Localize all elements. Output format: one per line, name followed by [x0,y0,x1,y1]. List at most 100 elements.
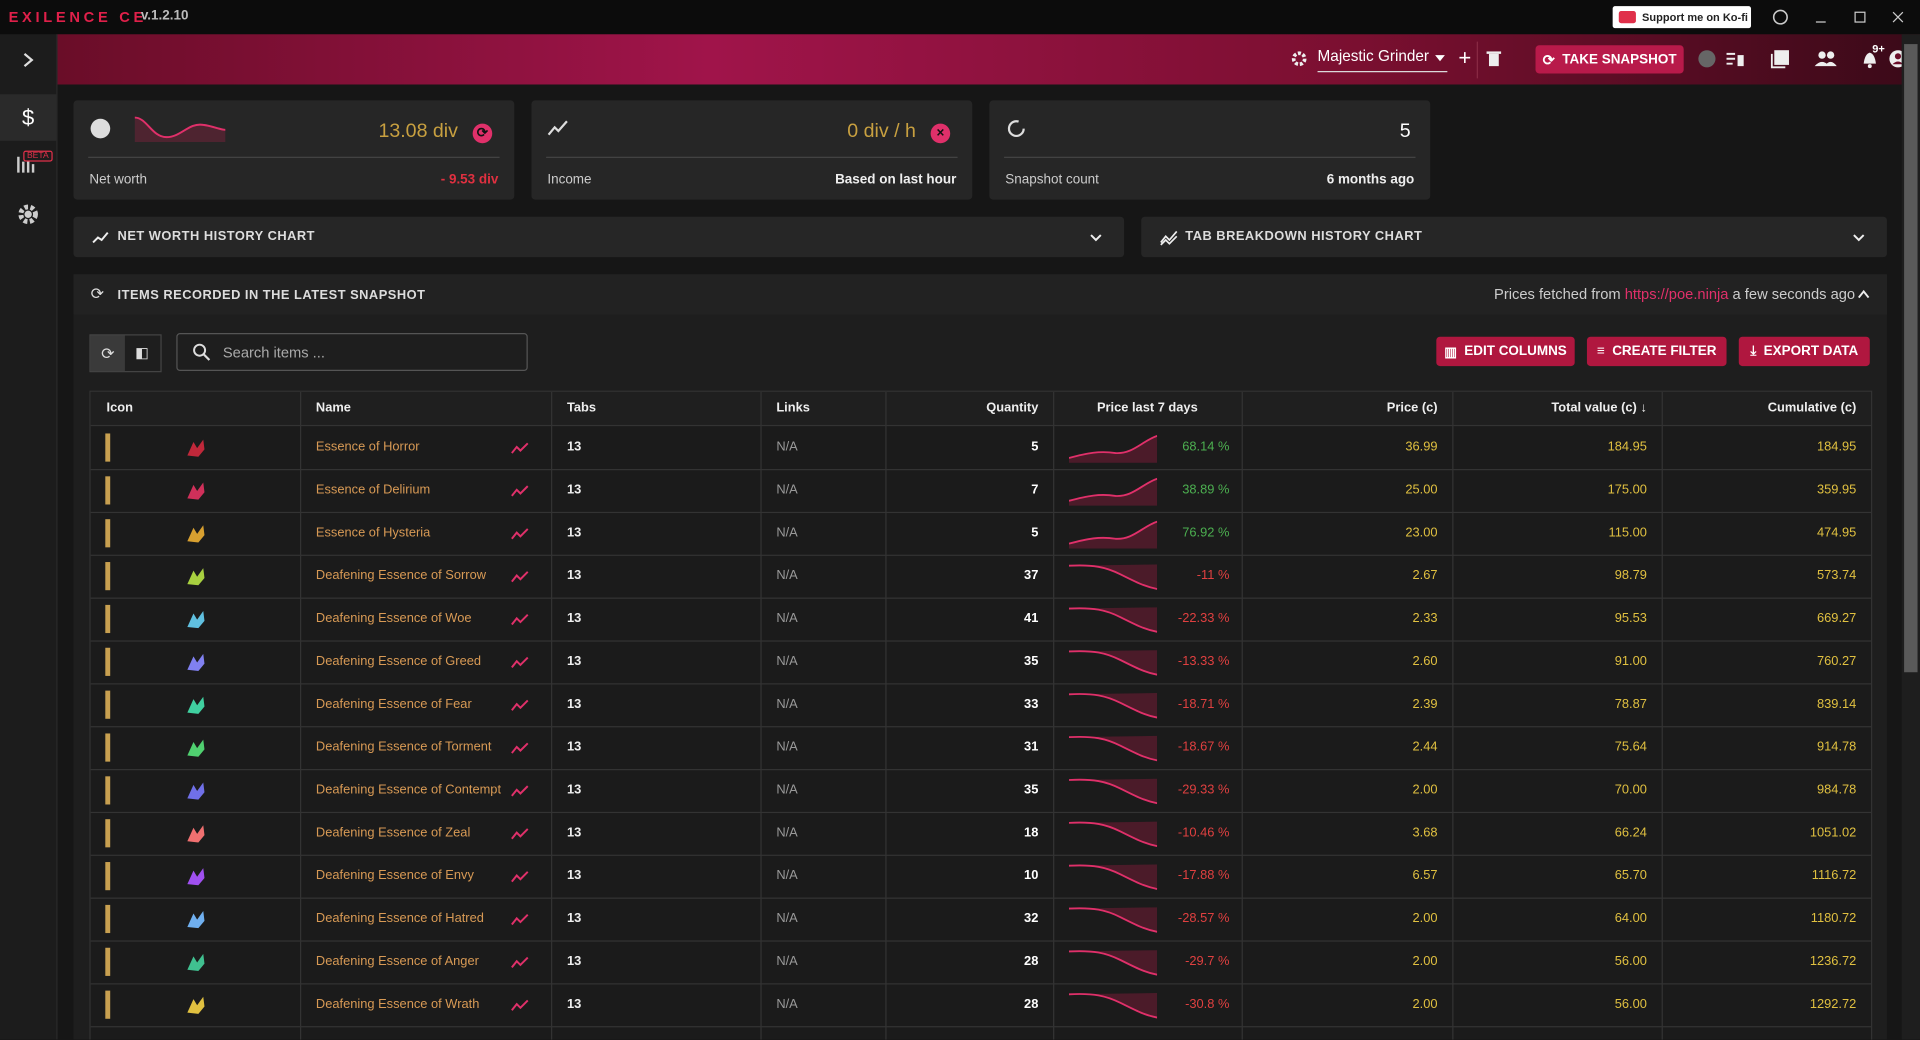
trend-icon[interactable] [511,955,531,970]
item-name: Deafening Essence of Anger [316,940,479,983]
links-cell: N/A [776,640,797,683]
table-row[interactable]: Essence of Horror13N/A568.14 %36.99184.9… [91,426,1871,470]
maximize-button[interactable] [1855,12,1865,22]
trend-shape [512,486,528,498]
cancel-snapshot[interactable] [1698,50,1715,67]
export-data-button[interactable]: ⤓EXPORT DATA [1739,337,1870,366]
tab-breakdown-chart-panel[interactable]: TAB BREAKDOWN HISTORY CHART [1141,217,1887,257]
table-row[interactable]: Deafening Essence of Wrath13N/A28-30.8 %… [91,983,1871,1027]
trend-icon[interactable] [511,698,531,713]
cumulative-cell: 1051.02 [1662,812,1857,855]
take-snapshot-button[interactable]: ⟳TAKE SNAPSHOT [1536,45,1684,73]
column-header[interactable]: Name [316,392,351,425]
sort-arrow: ↓ [1641,400,1647,415]
snapshot-label: TAKE SNAPSHOT [1562,52,1676,67]
table-row[interactable]: Deafening Essence of Torment13N/A31-18.6… [91,726,1871,770]
search-box[interactable]: Search items ... [176,333,527,371]
tabs-cell: 13 [567,512,581,555]
view-compare[interactable]: ◧ [125,336,159,372]
add-profile[interactable]: + [1458,45,1471,71]
table-row[interactable]: Deafening Essence of Contempt13N/A35-29.… [91,769,1871,813]
overlay-button[interactable] [1771,49,1791,69]
column-header[interactable]: Icon [107,392,133,425]
prices-link[interactable]: https://poe.ninja [1625,285,1729,302]
price-cell: 2.60 [1242,640,1438,683]
table-row[interactable]: Deafening Essence of Woe13N/A41-22.33 %2… [91,598,1871,642]
items-panel-header[interactable]: ⟳ ITEMS RECORDED IN THE LATEST SNAPSHOT … [73,274,1886,314]
trend-icon[interactable] [511,484,531,499]
quantity-cell: 41 [885,598,1038,641]
trend-icon[interactable] [511,741,531,756]
trend-icon[interactable] [511,527,531,542]
icon-shape [187,525,204,542]
card-value: 5 [1400,121,1411,143]
export-icon: ⤓ [1750,343,1756,359]
profile-settings[interactable] [1291,50,1308,67]
trend-icon[interactable] [511,612,531,627]
nav-networth[interactable]: $ [0,94,56,141]
expand-button[interactable] [20,51,37,68]
kofi-button[interactable]: Support me on Ko-fi [1613,6,1751,28]
help-button[interactable] [1774,10,1787,23]
links-cell: N/A [776,940,797,983]
trend-icon[interactable] [511,827,531,842]
trend-icon[interactable] [511,869,531,884]
scrollbar [1902,34,1920,1039]
create-filter-button[interactable]: ≡CREATE FILTER [1587,337,1727,366]
item-icon [185,866,207,888]
column-header[interactable]: Tabs [567,392,596,425]
table-row[interactable]: Deafening Essence of Hatred13N/A32-28.57… [91,898,1871,942]
column-header[interactable]: Price (c) [1242,392,1438,425]
table-row[interactable]: Deafening Essence of Fear13N/A33-18.71 %… [91,683,1871,727]
cumulative-cell: 760.27 [1662,640,1857,683]
price-sparkline [1069,691,1157,720]
beta-badge: BETA [23,151,52,162]
table-row[interactable]: Deafening Essence of Zeal13N/A18-10.46 %… [91,812,1871,856]
price-sparkline [1069,648,1157,677]
trend-icon[interactable] [511,912,531,927]
icon-shape [187,697,204,714]
net-worth-chart-panel[interactable]: NET WORTH HISTORY CHART [73,217,1124,257]
view-latest[interactable]: ⟳ [91,336,125,372]
quantity-cell: 35 [885,640,1038,683]
column-header[interactable]: Total value (c)↓ [1452,392,1647,425]
table-row[interactable]: Deafening Essence of Greed13N/A35-13.33 … [91,640,1871,684]
icon-shape [187,654,204,671]
group-button[interactable] [1813,49,1837,69]
nav-settings[interactable] [16,202,40,226]
trend-icon[interactable] [511,441,531,456]
trend-icon[interactable] [511,998,531,1013]
trend-icon[interactable] [511,784,531,799]
column-header[interactable]: Quantity [885,392,1038,425]
table-row[interactable]: Deafening Essence of Anger13N/A28-29.7 %… [91,940,1871,984]
price-change: -29.7 % [1163,940,1229,983]
refresh-button[interactable]: ⟳ [473,124,493,144]
scrollbar-thumb[interactable] [1904,44,1917,672]
table-row[interactable]: Deafening Essence of Envy13N/A10-17.88 %… [91,855,1871,899]
clear-snapshots[interactable] [1725,50,1745,67]
table-row[interactable]: Essence of Hysteria13N/A576.92 %23.00115… [91,512,1871,556]
column-header[interactable]: Price last 7 days [1053,392,1242,425]
profile-select[interactable]: Majestic Grinder [1318,48,1448,72]
table-row[interactable]: Essence of Delirium13N/A738.89 %25.00175… [91,469,1871,513]
trend-icon[interactable] [511,655,531,670]
row-indicator [105,562,110,590]
column-header[interactable]: Cumulative (c) [1662,392,1857,425]
window-controls [1763,5,1920,29]
filter-icon: ≡ [1597,344,1605,359]
icon-shape [187,782,204,799]
cumulative-cell: 573.74 [1662,555,1857,598]
close-button[interactable] [1893,12,1903,22]
column-header[interactable]: Links [776,392,810,425]
delete-profile[interactable] [1487,50,1502,67]
price-cell: 2.39 [1242,683,1438,726]
clear-button[interactable]: × [931,124,951,144]
quantity-cell: 5 [885,512,1038,555]
icon-shape [187,997,204,1014]
trend-icon[interactable] [511,569,531,584]
table-row[interactable]: Deafening Essence of Sorrow13N/A37-11 %2… [91,555,1871,599]
icon-shape [187,440,204,457]
edit-columns-button[interactable]: ▥EDIT COLUMNS [1436,337,1574,366]
cumulative-cell: 184.95 [1662,426,1857,469]
price-change: -13.33 % [1163,640,1229,683]
